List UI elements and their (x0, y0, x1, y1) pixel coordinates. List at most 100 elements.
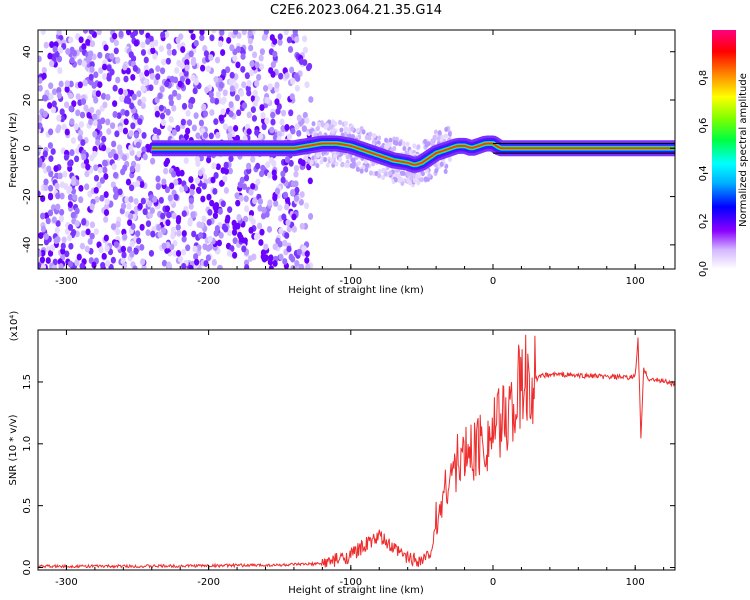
heatmap-cell (43, 212, 50, 220)
heatmap-cell (71, 49, 78, 57)
heatmap-cell (110, 256, 116, 264)
heatmap-cell (109, 53, 115, 60)
heatmap-cell (377, 173, 382, 179)
heatmap-cell (280, 176, 286, 184)
heatmap-cell (130, 223, 136, 230)
heatmap-cell (294, 84, 300, 92)
heatmap-cell (256, 222, 263, 230)
heatmap-cell (97, 81, 103, 89)
heatmap-cell (48, 128, 54, 136)
heatmap-cell (208, 132, 214, 140)
heatmap-cell (161, 178, 167, 186)
heatmap-cell (405, 141, 410, 147)
heatmap-cell (135, 230, 141, 238)
heatmap-cell (262, 84, 269, 92)
heatmap-cell (284, 156, 291, 163)
heatmap-cell (88, 73, 94, 81)
heatmap-cell (81, 218, 87, 226)
heatmap-cell (309, 159, 314, 165)
heatmap-cell (110, 223, 117, 231)
heatmap-cell (43, 178, 49, 186)
heatmap-cell (286, 245, 292, 253)
heatmap-cell (355, 127, 360, 134)
heatmap-cell (141, 132, 147, 139)
heatmap-cell (232, 251, 238, 259)
heatmap-cell (70, 179, 77, 186)
heatmap-cell (192, 87, 198, 95)
heatmap-cell (56, 86, 62, 94)
heatmap-cell (257, 204, 263, 212)
heatmap-cell (246, 128, 252, 136)
heatmap-cell (68, 80, 74, 88)
heatmap-cell (191, 230, 197, 238)
heatmap-cell (247, 37, 254, 45)
heatmap-cell (250, 106, 256, 114)
heatmap-cell (96, 30, 102, 36)
heatmap-cell (145, 38, 151, 45)
heatmap-cell (128, 196, 134, 203)
heatmap-cell (241, 81, 247, 89)
heatmap-cell (278, 227, 284, 235)
heatmap-cell (105, 259, 111, 267)
heatmap-cell (170, 232, 176, 240)
heatmap-cell (126, 97, 132, 105)
heatmap-cell (338, 156, 343, 163)
heatmap-cell (58, 263, 64, 269)
heatmap-cell (182, 184, 189, 192)
heatmap-cell (64, 80, 70, 88)
heatmap-cell (368, 170, 373, 176)
heatmap-cell (47, 102, 53, 109)
heatmap-cell (144, 69, 150, 77)
heatmap-cell (49, 60, 55, 68)
heatmap-cell (276, 93, 282, 100)
heatmap-cell (129, 102, 135, 110)
heatmap-cell (290, 255, 296, 263)
heatmap-cell (115, 76, 121, 84)
heatmap-signal-band (146, 135, 675, 173)
heatmap-cell (364, 134, 369, 141)
heatmap-cell (157, 231, 163, 238)
heatmap-cell (355, 166, 360, 172)
heatmap-cell (255, 232, 261, 240)
heatmap-cell (201, 103, 207, 111)
heatmap-cell (363, 158, 368, 164)
heatmap-cell (150, 157, 156, 165)
heatmap-cell (112, 171, 119, 179)
heatmap-cell (85, 163, 91, 171)
heatmap-cell (142, 208, 148, 216)
heatmap-cell (397, 141, 402, 147)
heatmap-cell (218, 114, 224, 122)
heatmap-cell (168, 94, 174, 101)
heatmap-cell (204, 86, 210, 94)
heatmap-cell (127, 212, 134, 220)
heatmap-cell (68, 242, 74, 250)
heatmap-cell (38, 122, 43, 130)
heatmap-cell (444, 126, 449, 133)
heatmap-cell (225, 214, 231, 222)
heatmap-cell (93, 228, 99, 235)
heatmap-cell (210, 176, 216, 184)
heatmap-cell (58, 80, 64, 88)
heatmap-cell (220, 49, 226, 56)
heatmap-cell (308, 96, 314, 103)
heatmap-cell (165, 57, 171, 65)
heatmap-cell (106, 64, 112, 72)
heatmap-cell (157, 92, 163, 100)
heatmap-cell (311, 121, 316, 127)
snr-x-tick-label: 100 (626, 577, 645, 588)
heatmap-cell (55, 203, 61, 211)
heatmap-cell (236, 32, 242, 39)
heatmap-cell (112, 100, 118, 108)
heatmap-cell (222, 89, 228, 97)
heatmap-cell (93, 186, 99, 194)
heatmap-cell (113, 47, 119, 55)
heatmap-cell (95, 90, 101, 98)
heatmap-cell (207, 235, 213, 243)
heatmap-cell (272, 50, 278, 58)
heatmap-cell (64, 85, 70, 93)
colorbar-ticks: 0.0 0.2 0.4 0.6 0.8 (698, 70, 709, 277)
heatmap-cell (333, 121, 338, 127)
spectrogram-plot-frame (37, 29, 676, 270)
heatmap-cell (272, 243, 278, 251)
heatmap-cell (296, 129, 302, 137)
